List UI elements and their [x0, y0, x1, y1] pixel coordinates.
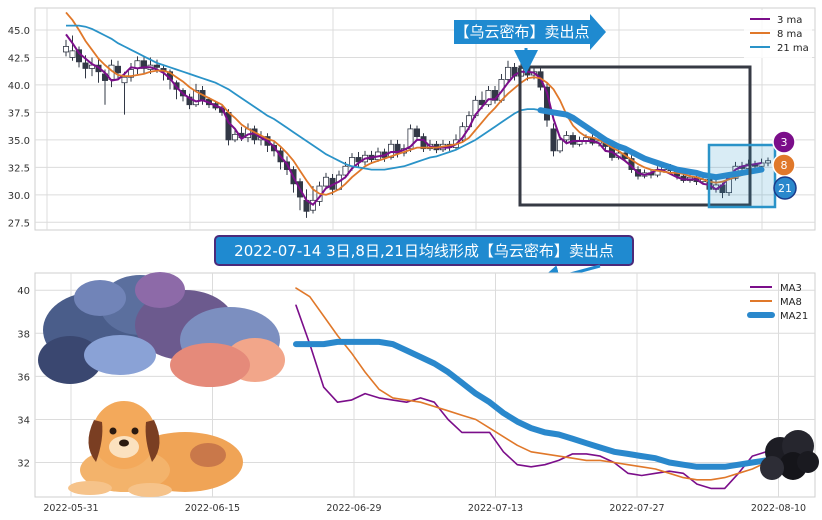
current-region-box — [707, 143, 777, 209]
bottom-xtick-label: 2022-06-15 — [185, 503, 240, 514]
candle-body — [407, 128, 414, 150]
top-ytick-label: 30.0 — [8, 191, 30, 202]
top-legend: 3 ma 8 ma 21 ma — [744, 10, 812, 58]
candle-body — [322, 176, 329, 187]
legend-label-MA21: MA21 — [780, 311, 808, 322]
bottom-ytick-label: 38 — [17, 329, 30, 340]
series-line-MA3 — [295, 304, 781, 490]
candle-body — [387, 143, 394, 158]
candle-body — [121, 76, 128, 84]
top-ytick-label: 45.0 — [8, 26, 30, 37]
top-grid — [35, 8, 815, 230]
top-panel: 27.5 30.0 32.5 35.0 37.5 40.0 42.5 45.0 【乌云密布】卖… — [8, 7, 816, 231]
candle-body — [563, 135, 570, 141]
top-ytick-label: 40.0 — [8, 81, 30, 92]
banner-box — [214, 235, 634, 266]
signal-banner: 2022-07-14 3日,8日,21日均线形成【乌云密布】卖出点 — [214, 235, 634, 289]
bottom-legend: MA3 MA8 MA21 — [747, 283, 808, 322]
badge-8 — [772, 153, 796, 177]
dog-illustration — [68, 401, 243, 497]
bottom-xtick-label: 2022-07-27 — [609, 503, 664, 514]
top-ytick-label: 42.5 — [8, 53, 30, 64]
candle-body — [63, 46, 70, 53]
dark-cloud-illustration — [760, 430, 819, 480]
sell-point-callout: 【乌云密布】卖出点 — [454, 14, 606, 74]
candle-body — [557, 139, 564, 152]
candle-body — [485, 90, 492, 106]
candle-body — [69, 50, 76, 58]
badge-3 — [772, 130, 796, 154]
candle-body — [115, 65, 122, 74]
candle-body — [127, 69, 134, 78]
badge-21 — [773, 176, 797, 200]
bottom-xtick-label: 2022-08-10 — [751, 503, 806, 514]
callout-label: 【乌云密布】卖出点 — [454, 23, 589, 41]
series-line-3-ma — [65, 33, 762, 207]
bottom-ma-lines — [293, 287, 783, 490]
candle-body — [82, 62, 89, 69]
candle-body — [765, 160, 772, 164]
legend-label-8ma: 8 ma — [777, 29, 802, 40]
bottom-ytick-label: 36 — [17, 372, 30, 383]
series-line-MA21 — [293, 338, 783, 470]
candle-body — [550, 128, 557, 152]
badge-8-label: 8 — [781, 159, 788, 172]
legend-label-21ma: 21 ma — [777, 43, 809, 54]
candle-body — [89, 64, 96, 69]
candle-body — [394, 143, 401, 154]
candle-body — [504, 66, 511, 80]
series-line-8-ma — [65, 11, 762, 196]
top-plot-frame — [34, 7, 816, 231]
badge-3-label: 3 — [781, 136, 788, 149]
candle-body — [153, 64, 160, 68]
candle-body — [758, 162, 765, 167]
bottom-ytick-label: 40 — [17, 286, 30, 297]
legend-label-MA3: MA3 — [780, 283, 802, 294]
top-ytick-label: 32.5 — [8, 163, 30, 174]
top-ma-lines — [65, 11, 765, 207]
bottom-xtick-label: 2022-05-31 — [43, 503, 98, 514]
legend-label-3ma: 3 ma — [777, 15, 802, 26]
ma-badges: 3 8 21 — [772, 130, 797, 200]
candle-body — [231, 133, 238, 141]
bottom-xtick-label: 2022-07-13 — [468, 503, 523, 514]
badge-21-label: 21 — [778, 182, 792, 195]
bottom-ytick-label: 34 — [17, 415, 30, 426]
top-ytick-label: 35.0 — [8, 136, 30, 147]
series-line-MA8 — [295, 287, 781, 481]
bottom-y-axis: 32 34 36 38 40 — [17, 286, 30, 469]
storm-cloud-illustration — [38, 272, 285, 387]
bottom-xtick-label: 2022-06-29 — [326, 503, 381, 514]
top-ytick-label: 27.5 — [8, 218, 30, 229]
signal-region-box — [518, 65, 752, 207]
series-line-21ma-emphasis — [537, 107, 765, 181]
callout-arrow-shape — [454, 14, 606, 50]
candle-body — [570, 135, 577, 145]
banner-text: 2022-07-14 3日,8日,21日均线形成【乌云密布】卖出点 — [234, 242, 614, 260]
candle-body — [140, 60, 147, 69]
candle-body — [342, 165, 349, 176]
legend-label-MA8: MA8 — [780, 297, 802, 308]
top-y-axis: 27.5 30.0 32.5 35.0 37.5 40.0 42.5 45.0 — [8, 26, 30, 229]
top-ytick-label: 37.5 — [8, 108, 30, 119]
bottom-panel: 32 34 36 38 40 2022-05-31 2022-06-15 2022-06-2… — [17, 272, 819, 514]
bottom-x-axis: 2022-05-31 2022-06-15 2022-06-29 2022-07-13… — [43, 503, 806, 514]
bottom-ytick-label: 32 — [17, 459, 30, 470]
candle-body — [413, 128, 420, 137]
